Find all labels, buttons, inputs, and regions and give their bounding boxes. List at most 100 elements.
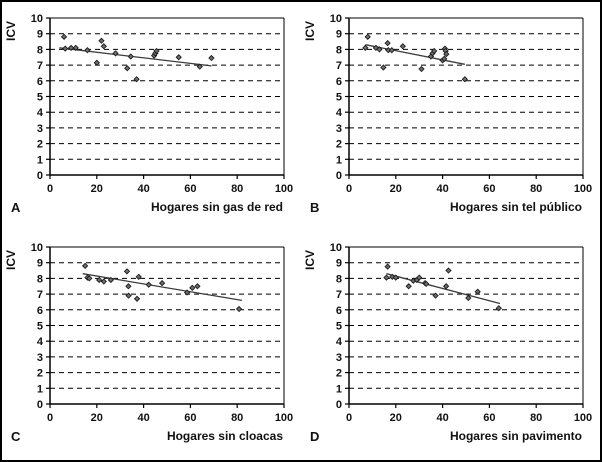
y-tick-label: 4 (37, 107, 44, 119)
y-tick-label: 5 (37, 92, 43, 104)
y-tick-label: 6 (336, 76, 342, 88)
scatter-panel-b: 0 1 2 3 4 5 6 7 8 9 10 0 20 40 60 80 100 ICV Hogares sin t… (301, 2, 600, 231)
y-tick-label: 0 (37, 399, 43, 411)
y-tick-label: 6 (37, 76, 43, 88)
y-tick-label: 7 (37, 60, 43, 72)
panel-label: D (310, 429, 319, 444)
x-tick-label: 0 (47, 412, 53, 424)
y-tick-label: 9 (37, 29, 43, 41)
y-tick-label: 4 (336, 336, 343, 348)
scatter-point (60, 33, 68, 40)
scatter-point (158, 279, 166, 287)
y-tick-label: 1 (37, 154, 43, 166)
scatter-point (98, 37, 105, 44)
y-tick-label: 5 (336, 92, 342, 104)
scatter-point (384, 263, 391, 270)
scatter-point (388, 47, 395, 54)
y-tick-label: 3 (336, 123, 342, 135)
x-tick-label: 40 (436, 183, 448, 195)
y-tick-label: 4 (37, 336, 44, 348)
y-tick-label: 8 (37, 273, 43, 285)
y-tick-label: 10 (330, 242, 342, 254)
scatter-point (112, 50, 119, 57)
y-tick-label: 0 (37, 170, 43, 182)
x-tick-label: 60 (184, 183, 196, 195)
x-tick-label: 20 (390, 183, 402, 195)
scatter-point (183, 289, 191, 296)
scatter-panel-c: 0 1 2 3 4 5 6 7 8 9 10 0 20 40 60 80 100 ICV Hogares sin c… (2, 231, 301, 460)
x-tick-label: 0 (47, 183, 53, 195)
scatter-point (441, 55, 448, 62)
x-tick-label: 60 (184, 412, 196, 424)
scatter-point (432, 292, 439, 299)
scatter-point (376, 46, 383, 53)
scatter-point (62, 45, 69, 52)
scatter-point (93, 59, 100, 66)
scatter-point (133, 76, 140, 83)
y-tick-label: 9 (336, 258, 342, 270)
x-axis-title: Hogares sin pavimento (450, 429, 582, 443)
scatter-point (175, 54, 182, 61)
x-tick-label: 60 (483, 183, 495, 195)
scatter-point (67, 44, 75, 51)
y-tick-label: 1 (37, 383, 43, 395)
x-tick-label: 20 (390, 412, 402, 424)
x-tick-label: 80 (530, 412, 542, 424)
scatter-point (362, 44, 369, 51)
scatter-point (107, 276, 114, 284)
scatter-panel-a: 0 1 2 3 4 5 6 7 8 9 10 0 20 40 60 80 100 ICV Hogares sin g… (2, 2, 301, 231)
y-tick-label: 5 (37, 321, 43, 333)
scatter-panel-d: 0 1 2 3 4 5 6 7 8 9 10 0 20 40 60 80 100 ICV Hogares sin p… (301, 231, 600, 460)
x-tick-label: 0 (346, 183, 352, 195)
x-tick-label: 80 (231, 183, 243, 195)
scatter-point (445, 267, 452, 274)
x-tick-label: 40 (137, 183, 149, 195)
x-tick-label: 100 (275, 183, 293, 195)
y-tick-label: 6 (37, 305, 43, 317)
x-tick-label: 20 (91, 183, 103, 195)
x-tick-label: 20 (91, 412, 103, 424)
y-tick-label: 8 (37, 44, 43, 56)
scatter-point (416, 274, 423, 281)
scatter-point (461, 76, 468, 83)
x-axis-title: Hogares sin gas de red (151, 200, 283, 214)
y-tick-label: 10 (31, 242, 43, 254)
trend-line (365, 44, 465, 65)
x-tick-label: 40 (436, 412, 448, 424)
y-axis-title: ICV (4, 21, 18, 41)
y-tick-label: 3 (336, 352, 342, 364)
y-tick-label: 3 (37, 352, 43, 364)
y-tick-label: 7 (336, 60, 342, 72)
y-tick-label: 1 (336, 383, 342, 395)
panel-label: C (11, 429, 21, 444)
y-tick-label: 1 (336, 154, 342, 166)
scatter-point (392, 274, 399, 281)
scatter-point (84, 47, 91, 54)
x-tick-label: 0 (346, 412, 352, 424)
x-tick-label: 80 (530, 183, 542, 195)
y-tick-label: 2 (37, 139, 43, 151)
y-tick-label: 10 (330, 13, 342, 25)
y-tick-label: 9 (37, 258, 43, 270)
y-tick-label: 7 (37, 289, 43, 301)
scatter-point (135, 273, 142, 280)
scatter-point (133, 295, 141, 302)
scatter-point (383, 274, 390, 281)
trend-line (386, 273, 501, 305)
scatter-point (153, 47, 160, 55)
scatter-point (423, 280, 430, 288)
trend-line (82, 273, 242, 302)
y-tick-label: 9 (336, 29, 342, 41)
scatter-point (125, 283, 132, 290)
x-tick-label: 80 (231, 412, 243, 424)
panel-label: B (310, 200, 319, 215)
y-tick-label: 10 (31, 13, 43, 25)
x-tick-label: 40 (137, 412, 149, 424)
x-tick-label: 100 (275, 412, 293, 424)
scatter-point (399, 43, 406, 50)
